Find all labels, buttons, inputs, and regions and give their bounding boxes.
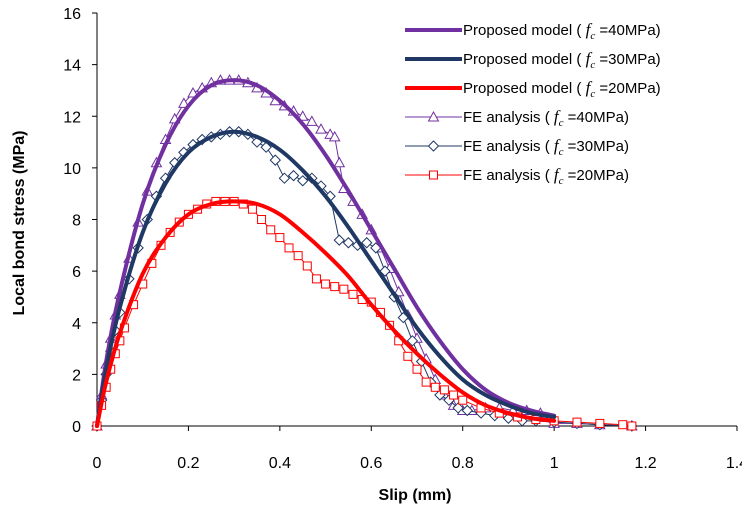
- series-model-0: [95, 78, 557, 428]
- fe-marker-square: [627, 421, 637, 431]
- fe-marker-diamond: [452, 402, 464, 414]
- legend-item-2: Proposed model ( fc =20MPa): [405, 78, 661, 100]
- fe-marker-diamond: [461, 404, 473, 417]
- x-tick-label: 1.2: [634, 455, 656, 472]
- fe-marker-diamond: [361, 237, 373, 249]
- y-tick-label: 10: [63, 161, 81, 178]
- fe-marker-square: [595, 418, 605, 428]
- fe-marker-triangle: [306, 115, 318, 126]
- legend-item-5: FE analysis ( fc =20MPa): [405, 165, 629, 187]
- legend-item-4: FE analysis ( fc =30MPa): [405, 136, 629, 158]
- tick-labels: 0 0.2 0.4 0.6 0.8 1 1.2 1.4 0 2 4 6 8 10 12 14 16: [63, 6, 742, 472]
- y-tick-label: 8: [72, 213, 81, 230]
- y-axis-title: Local bond stress (MPa): [11, 131, 28, 316]
- fe-marker-square: [330, 282, 340, 292]
- fe-marker-square: [449, 390, 459, 400]
- fe-marker-triangle: [296, 110, 309, 121]
- fe-marker-square: [247, 204, 257, 214]
- series-model-1: [95, 129, 557, 428]
- fe-marker-square: [266, 225, 276, 235]
- x-tick-label: 0.2: [177, 455, 199, 472]
- y-tick-label: 2: [72, 367, 81, 384]
- model-curve: [95, 78, 557, 428]
- legend-item-0: Proposed model ( fc =40MPa): [405, 20, 661, 42]
- x-tick-label: 0.4: [269, 455, 291, 472]
- fe-marker-square: [302, 261, 312, 271]
- y-tick-label: 6: [72, 264, 81, 281]
- fe-marker-square: [572, 417, 582, 427]
- x-axis-title: Slip (mm): [379, 487, 452, 504]
- fe-marker-diamond: [502, 412, 515, 424]
- model-curve: [95, 129, 557, 428]
- fe-marker-square: [430, 382, 440, 392]
- legend-label: Proposed model ( fc =30MPa): [463, 49, 661, 71]
- fe-marker-triangle: [315, 123, 327, 134]
- fe-marker-square: [403, 351, 413, 361]
- x-tick-label: 0.8: [452, 455, 474, 472]
- fe-marker-square: [348, 289, 358, 299]
- fe-marker-square: [339, 284, 349, 294]
- fe-marker-diamond: [287, 169, 300, 182]
- legend: Proposed model ( fc =40MPa) Proposed mode…: [405, 20, 661, 187]
- fe-marker-diamond: [342, 237, 355, 249]
- y-tick-label: 16: [63, 6, 81, 23]
- x-tick-label: 1: [550, 455, 559, 472]
- fe-marker-square: [412, 364, 422, 374]
- fe-marker-square: [257, 215, 267, 224]
- fe-marker-square: [311, 274, 321, 284]
- fe-marker-square: [458, 395, 468, 405]
- y-tick-label: 14: [63, 58, 81, 75]
- plot-series: [91, 74, 638, 432]
- y-tick-label: 12: [63, 109, 81, 126]
- fe-marker-diamond: [406, 335, 419, 347]
- legend-swatch-marker: [427, 110, 440, 122]
- fe-marker-triangle: [328, 130, 341, 142]
- legend-item-3: FE analysis ( fc =40MPa): [405, 107, 629, 129]
- legend-item-1: Proposed model ( fc =30MPa): [405, 49, 661, 71]
- fe-marker-diamond: [269, 154, 281, 166]
- fe-marker-diamond: [278, 172, 291, 184]
- legend-swatch-marker: [427, 140, 440, 152]
- fe-marker-square: [275, 233, 285, 243]
- fe-marker-square: [321, 279, 331, 289]
- legend-label: FE analysis ( fc =30MPa): [463, 136, 629, 158]
- model-curve: [95, 199, 557, 428]
- fe-marker-square: [284, 243, 294, 253]
- fe-marker-diamond: [333, 234, 345, 246]
- y-tick-label: 0: [72, 419, 81, 436]
- fe-marker-diamond: [297, 175, 309, 187]
- fe-marker-square: [439, 385, 449, 395]
- legend-label: Proposed model ( fc =20MPa): [463, 78, 661, 100]
- x-tick-label: 0.6: [360, 455, 382, 472]
- legend-swatch-marker: [429, 170, 438, 180]
- x-tick-label: 1.4: [726, 455, 742, 472]
- fe-marker-triangle: [333, 156, 346, 168]
- legend-label: FE analysis ( fc =20MPa): [463, 165, 629, 187]
- legend-label: Proposed model ( fc =40MPa): [463, 20, 661, 42]
- fe-marker-square: [293, 251, 303, 261]
- fe-marker-square: [421, 377, 431, 387]
- x-tick-label: 0: [93, 455, 102, 472]
- y-tick-label: 4: [72, 316, 81, 333]
- fe-marker-triangle: [187, 86, 199, 98]
- fe-marker-triangle: [178, 97, 190, 108]
- fe-marker-square: [618, 420, 628, 430]
- legend-label: FE analysis ( fc =40MPa): [463, 107, 629, 129]
- series-model-2: [95, 199, 557, 428]
- fe-marker-diamond: [379, 265, 391, 277]
